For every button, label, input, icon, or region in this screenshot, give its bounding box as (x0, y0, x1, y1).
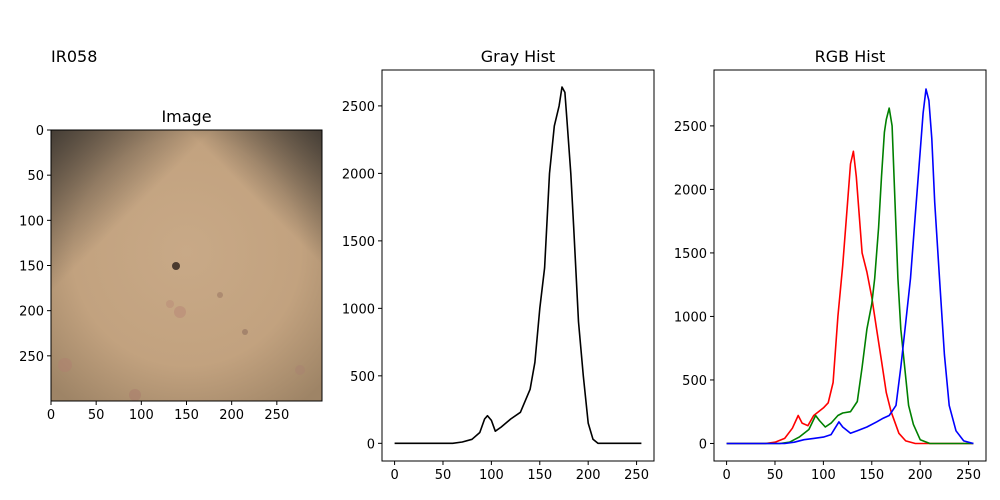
green-series-line (726, 107, 974, 445)
gray-series-line (394, 86, 642, 445)
x-tick-label: 150 (859, 468, 884, 483)
y-tick-label: 1500 (674, 247, 707, 262)
skin-image (51, 130, 322, 401)
x-tick-label: 250 (624, 468, 649, 483)
y-tick-label: 500 (682, 374, 707, 389)
x-tick-label: 150 (174, 408, 199, 423)
y-tick-label: 2000 (674, 183, 707, 198)
figure-title: IR058 (51, 47, 98, 66)
x-tick-label: 100 (811, 468, 836, 483)
y-tick-label: 0 (367, 437, 375, 452)
y-tick-label: 2500 (342, 100, 375, 115)
image-panel-title: Image (161, 107, 211, 126)
y-tick-label: 2000 (342, 167, 375, 182)
rgb-hist-title: RGB Hist (815, 47, 886, 66)
blue-series-line (726, 88, 974, 445)
y-tick-label: 2500 (674, 120, 707, 135)
x-tick-label: 100 (479, 468, 504, 483)
gray-hist-lines (394, 86, 642, 445)
image-panel: Image 0 50 100 150 200 250 0 50 100 150 200 250 (19, 107, 323, 423)
rgb-hist-lines (726, 88, 974, 445)
rgb-hist-panel: RGB Hist 0 50 100 150 200 2500500100015002000… (674, 47, 987, 483)
x-tick-label: 200 (576, 468, 601, 483)
x-tick-label: 50 (88, 408, 105, 423)
gray-hist-panel: Gray Hist 0 50 100 150 200 250050010001500200… (342, 47, 655, 483)
x-tick-label: 50 (435, 468, 452, 483)
x-tick-label: 50 (767, 468, 784, 483)
gray-hist-title: Gray Hist (481, 47, 555, 66)
y-tick-label: 0 (36, 124, 44, 139)
y-tick-label: 250 (19, 350, 44, 365)
x-tick-label: 100 (129, 408, 154, 423)
x-tick-label: 200 (219, 408, 244, 423)
x-tick-label: 0 (390, 468, 398, 483)
x-tick-label: 200 (908, 468, 933, 483)
x-tick-label: 150 (527, 468, 552, 483)
x-tick-label: 250 (264, 408, 289, 423)
y-tick-label: 200 (19, 305, 44, 320)
y-tick-label: 1500 (342, 235, 375, 250)
y-tick-label: 500 (350, 370, 375, 385)
y-tick-label: 1000 (342, 302, 375, 317)
x-tick-label: 0 (722, 468, 730, 483)
x-tick-label: 0 (47, 408, 55, 423)
y-tick-label: 100 (19, 214, 44, 229)
y-tick-label: 150 (19, 260, 44, 275)
y-tick-label: 1000 (674, 310, 707, 325)
image-axes: 0 50 100 150 200 250 0 50 100 150 200 250 (19, 124, 289, 423)
x-tick-label: 250 (956, 468, 981, 483)
y-tick-label: 50 (27, 169, 44, 184)
red-series-line (726, 150, 974, 445)
y-tick-label: 0 (699, 437, 707, 452)
